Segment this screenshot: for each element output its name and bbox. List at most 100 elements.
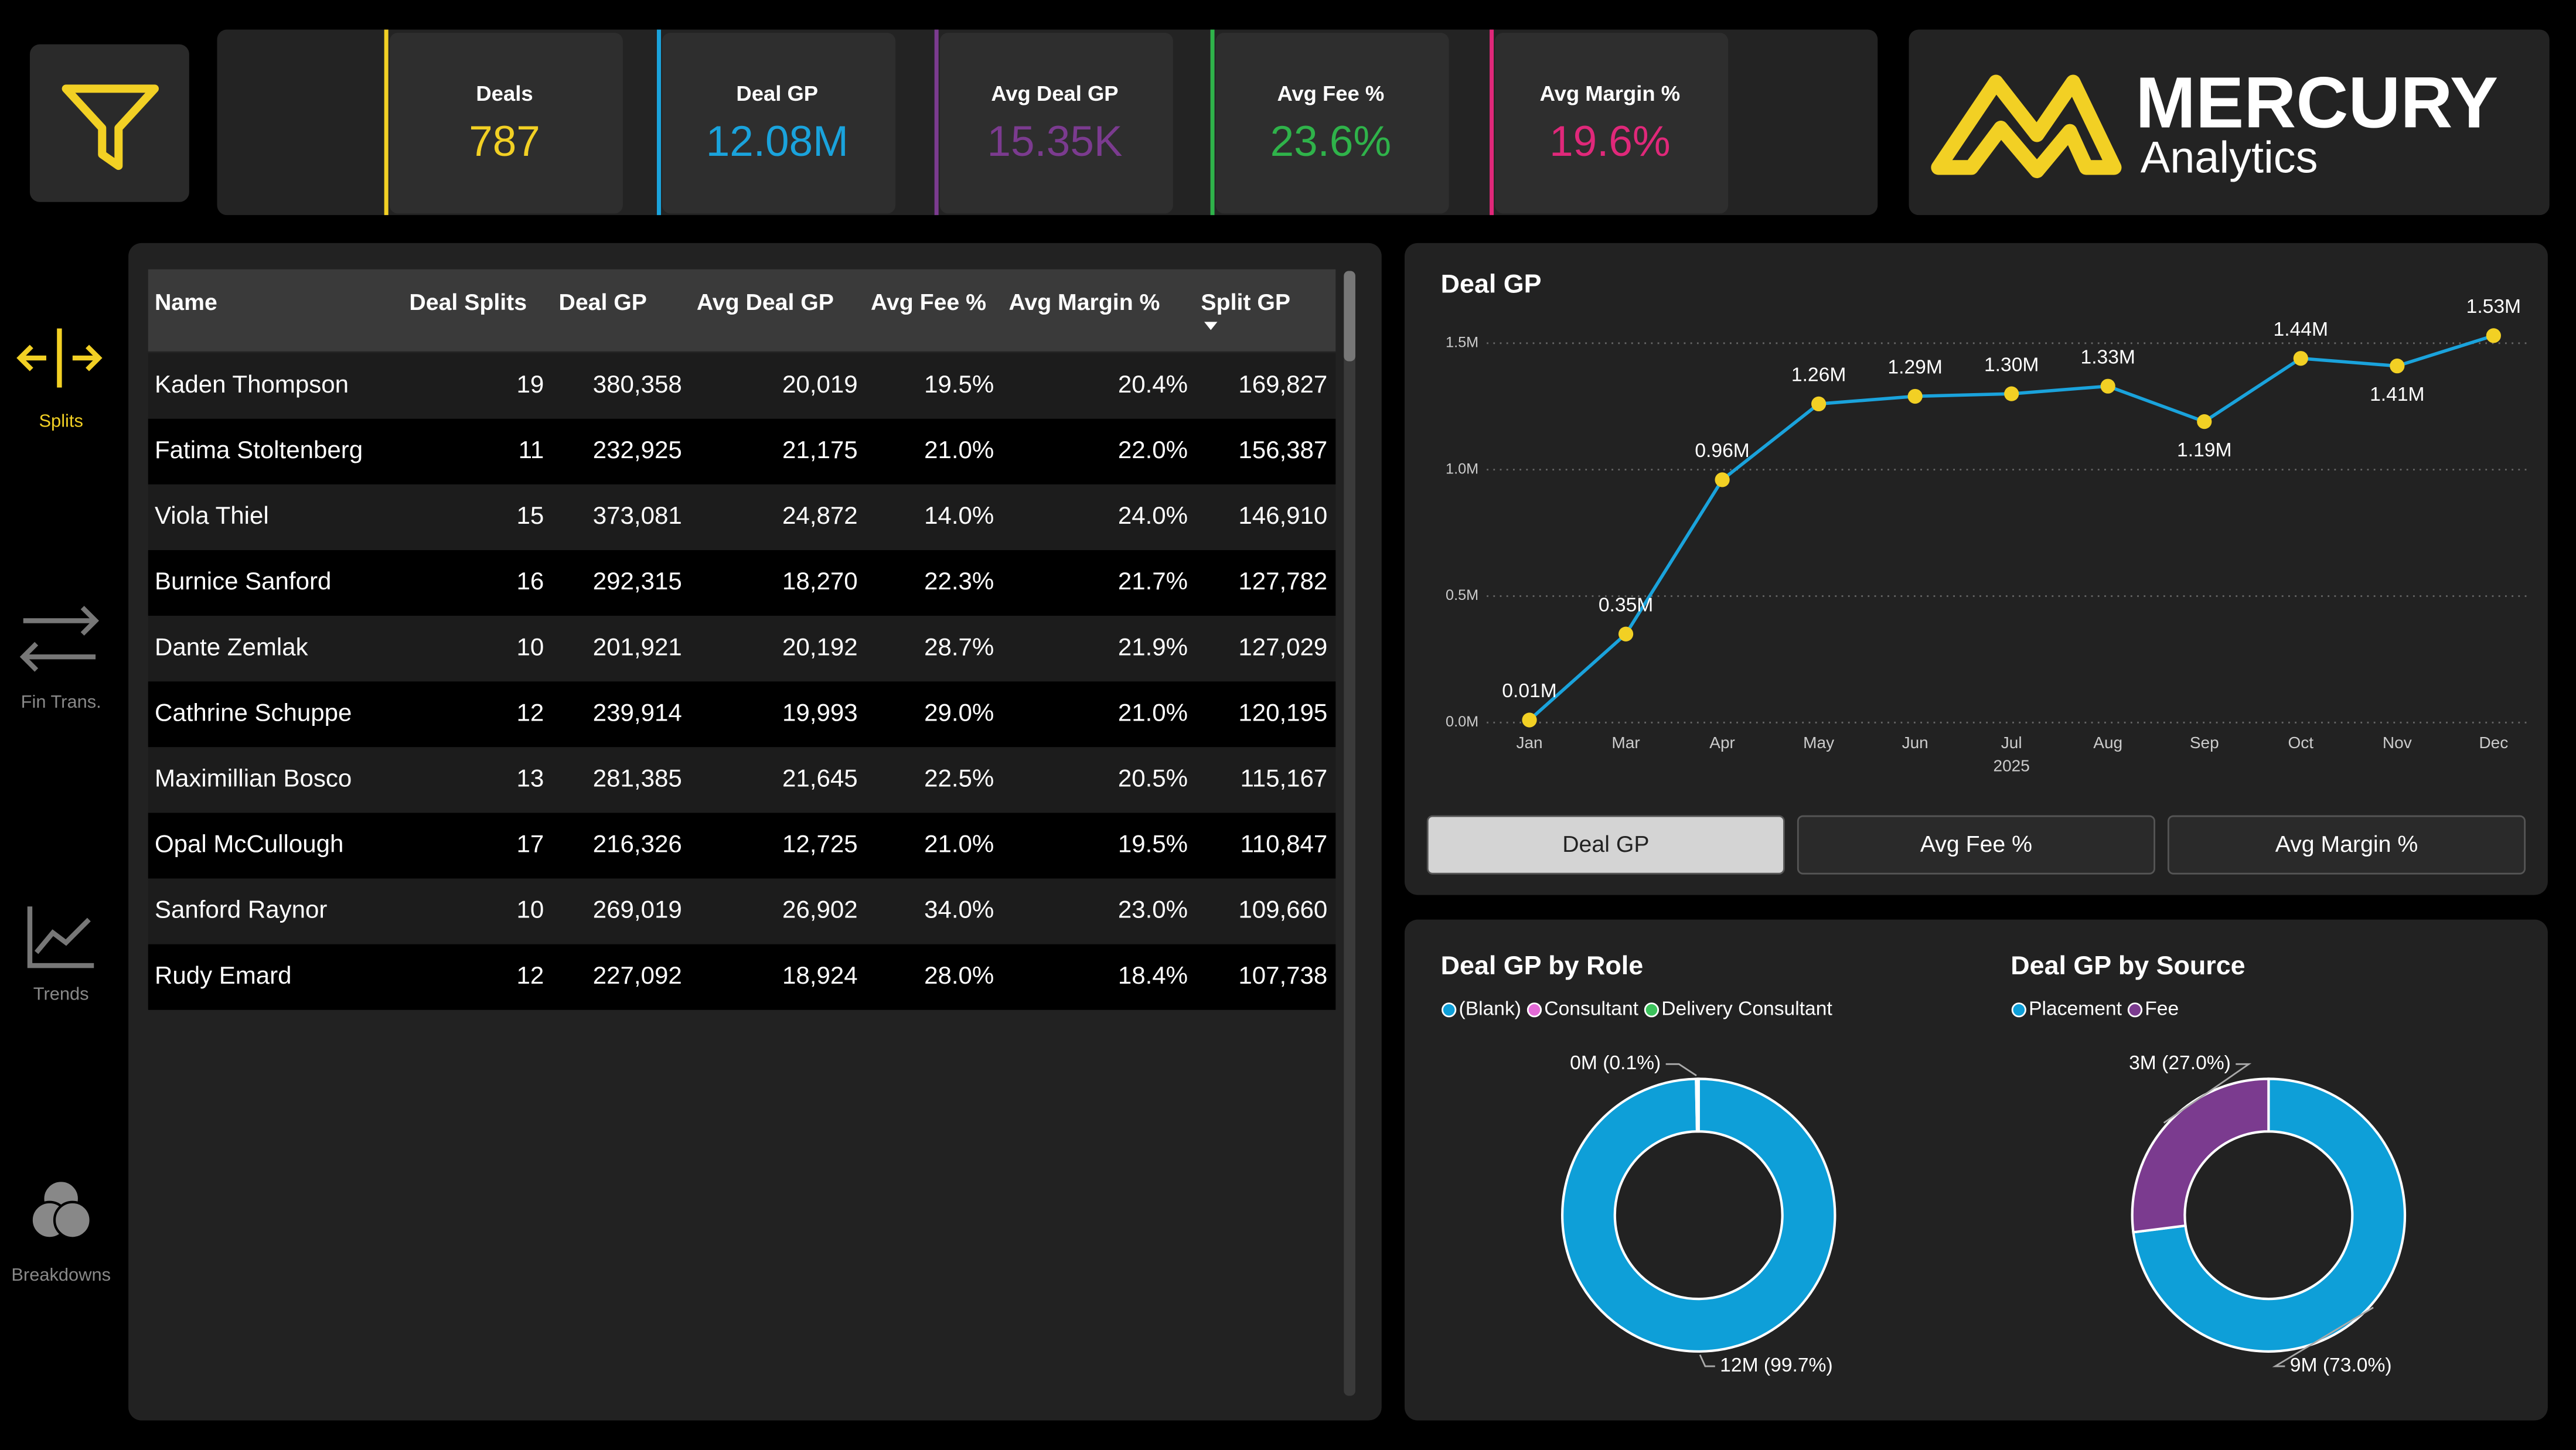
data-point — [1522, 712, 1537, 728]
column-header[interactable]: Avg Margin % — [1008, 289, 1160, 315]
donut-panel — [1405, 919, 2548, 1421]
column-header[interactable]: Deal Splits — [409, 289, 527, 315]
column-header[interactable]: Split GP — [1201, 289, 1290, 315]
x-tick-label: May — [1803, 733, 1834, 752]
data-label: 0.35M — [1599, 594, 1653, 616]
logo-subtitle: Analytics — [2141, 133, 2318, 183]
tab-button[interactable] — [1797, 815, 2155, 875]
icon-stroke — [19, 606, 100, 672]
kpi-value: 787 — [469, 118, 540, 165]
tab-label[interactable]: Deal GP — [1562, 831, 1649, 857]
donut-slice — [1561, 1077, 1836, 1353]
x-axis-label: 2025 — [1994, 756, 2030, 775]
table-cell: 17 — [517, 830, 544, 858]
leader-line — [1665, 1063, 1697, 1077]
nav-label[interactable]: Splits — [39, 410, 83, 431]
table-cell: Opal McCullough — [155, 830, 343, 858]
table-cell: Rudy Emard — [155, 961, 292, 989]
table-cell: 380,358 — [593, 370, 682, 398]
tab-label[interactable]: Avg Margin % — [2275, 831, 2418, 857]
data-point — [1811, 396, 1827, 412]
table-row-bg — [148, 484, 1336, 550]
legend-marker — [1442, 1002, 1457, 1018]
data-label: 1.41M — [2370, 384, 2424, 405]
logo-panel — [1909, 29, 2550, 216]
filter-button[interactable] — [29, 44, 189, 202]
table-row-bg — [148, 616, 1336, 682]
data-point — [2197, 414, 2212, 429]
x-tick-label: Dec — [2479, 733, 2508, 752]
scrollbar-thumb[interactable] — [1344, 271, 1355, 361]
line-panel — [1405, 243, 2548, 895]
table-cell: Kaden Thompson — [155, 370, 349, 398]
column-header[interactable]: Avg Deal GP — [697, 289, 834, 315]
data-label: 1.26M — [1791, 364, 1846, 386]
kpi-value: 23.6% — [1270, 118, 1392, 165]
table-cell: 15 — [517, 501, 544, 529]
nav-fintrans-icon[interactable] — [19, 606, 100, 672]
tab-label[interactable]: Avg Fee % — [1920, 831, 2032, 857]
table-cell: 21,645 — [782, 765, 858, 792]
nav-label[interactable]: Fin Trans. — [21, 691, 101, 712]
table-cell: 26,902 — [782, 896, 858, 923]
donut-slice — [2132, 1077, 2407, 1353]
table-cell: Dante Zemlak — [155, 633, 309, 660]
legend-label[interactable]: Consultant — [1544, 998, 1638, 1020]
filter-icon — [62, 84, 159, 170]
legend-label[interactable]: Delivery Consultant — [1661, 998, 1832, 1020]
table-cell: 18,270 — [782, 567, 858, 595]
column-header[interactable]: Deal GP — [558, 289, 646, 315]
table-cell: 10 — [517, 896, 544, 923]
table-cell: 22.5% — [924, 765, 994, 792]
nav-breakdowns-icon[interactable] — [30, 1179, 92, 1240]
column-header[interactable]: Name — [155, 289, 217, 315]
table-cell: 156,387 — [1238, 436, 1327, 463]
table-cell: 21.0% — [924, 830, 994, 858]
table-cell: 115,167 — [1240, 765, 1327, 792]
table-cell: 12 — [517, 961, 544, 989]
kpi-card — [1215, 33, 1449, 214]
chart-title: Deal GP by Source — [2011, 950, 2245, 980]
nav-label[interactable]: Breakdowns — [11, 1264, 111, 1285]
x-tick-label: Jan — [1516, 733, 1542, 752]
table-cell: 201,921 — [593, 633, 682, 660]
icon-stroke — [27, 906, 94, 968]
column-header[interactable]: Avg Fee % — [871, 289, 986, 315]
table-cell: 109,660 — [1238, 896, 1327, 923]
kpi-value: 15.35K — [987, 118, 1123, 165]
table-cell: Viola Thiel — [155, 501, 269, 529]
table-cell: 14.0% — [924, 501, 994, 529]
y-tick-label: 1.0M — [1446, 460, 1478, 477]
kpi-card — [1495, 33, 1729, 214]
tab-button[interactable] — [2167, 815, 2526, 875]
table-cell: 239,914 — [593, 698, 682, 726]
data-label: 12M (99.7%) — [1720, 1355, 1833, 1376]
table-cell: 120,195 — [1238, 698, 1327, 726]
table-cell: 12 — [517, 698, 544, 726]
scrollbar-track[interactable] — [1344, 271, 1355, 1396]
table-cell: Fatima Stoltenberg — [155, 436, 363, 463]
table-cell: 23.0% — [1118, 896, 1188, 923]
table-cell: 24.0% — [1118, 501, 1188, 529]
table-cell: 232,925 — [593, 436, 682, 463]
table-cell: 19 — [517, 370, 544, 398]
nav-label[interactable]: Trends — [33, 984, 89, 1004]
nav-trends-icon[interactable] — [27, 906, 94, 968]
data-label: 1.30M — [1984, 354, 2039, 376]
legend-label[interactable]: Placement — [2029, 998, 2122, 1020]
table-row-bg — [148, 813, 1336, 879]
nav-splits-icon[interactable] — [16, 328, 103, 388]
table-cell: 10 — [517, 633, 544, 660]
tab-button[interactable] — [1426, 815, 1785, 875]
table-cell: 20.5% — [1118, 765, 1188, 792]
table-row-bg — [148, 353, 1336, 419]
legend-label[interactable]: (Blank) — [1459, 998, 1522, 1020]
data-point — [1907, 388, 1923, 404]
table-cell: 21.0% — [924, 436, 994, 463]
legend-label[interactable]: Fee — [2145, 998, 2179, 1020]
icon-stroke — [16, 344, 103, 371]
x-tick-label: Aug — [2093, 733, 2122, 752]
leader-line — [1699, 1354, 1715, 1367]
table-cell: Cathrine Schuppe — [155, 698, 352, 726]
data-label: 1.53M — [2466, 296, 2521, 318]
